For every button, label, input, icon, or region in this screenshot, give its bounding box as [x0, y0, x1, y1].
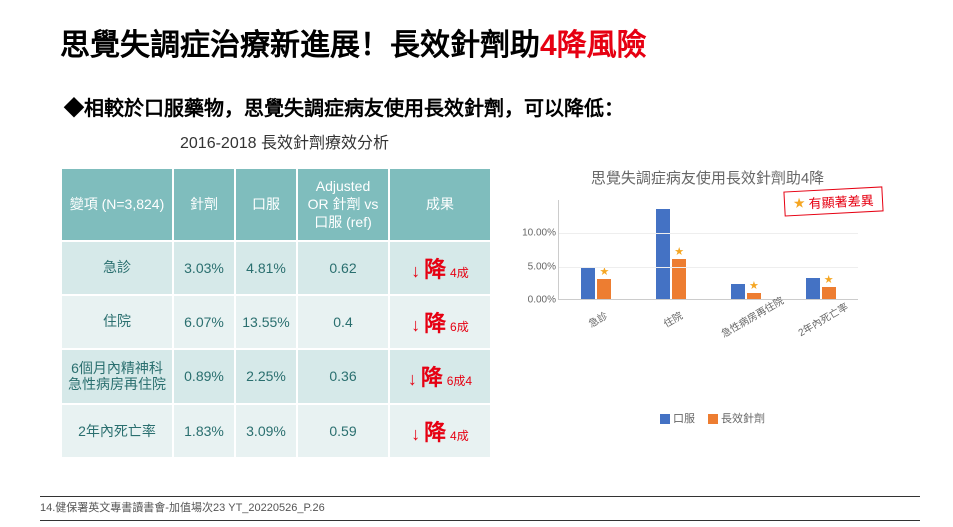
bar-inject: ★: [597, 279, 611, 299]
cell-adjusted: 0.62: [298, 242, 388, 294]
x-tick-label: 2年內死亡率: [792, 297, 851, 340]
legend-oral: 口服: [673, 413, 695, 425]
bar-group: ★: [716, 284, 776, 299]
cell-adjusted: 0.59: [298, 405, 388, 457]
legend-swatch-oral: [660, 414, 670, 424]
cell-result: ↓ 降 6成: [390, 296, 490, 348]
table-row: 2年內死亡率1.83%3.09%0.59↓ 降 4成: [62, 405, 490, 457]
cell-inject: 0.89%: [174, 350, 234, 404]
cell-oral: 2.25%: [236, 350, 296, 404]
chart-title: 思覺失調症病友使用長效針劑助4降: [522, 167, 893, 188]
star-icon: ★: [824, 273, 834, 286]
cell-label: 6個月內精神科急性病房再住院: [62, 350, 172, 404]
table-row: 住院6.07%13.55%0.4↓ 降 6成: [62, 296, 490, 348]
cell-result: ↓ 降 4成: [390, 405, 490, 457]
footer-rule-bottom: [40, 520, 920, 521]
bar-inject: ★: [672, 259, 686, 299]
cell-inject: 3.03%: [174, 242, 234, 294]
y-tick-label: 0.00%: [528, 295, 556, 306]
footer-citation: 14.健保署英文專書讀書會-加值場次23 YT_20220526_P.26: [40, 499, 325, 515]
bar-inject: ★: [822, 287, 836, 299]
legend-inject: 長效針劑: [721, 413, 765, 425]
x-axis-labels: 急診住院急性病房再住院2年內死亡率: [558, 304, 858, 319]
x-tick-label: 住院: [642, 297, 701, 340]
star-icon: ★: [749, 279, 759, 292]
bar-oral: [581, 267, 595, 299]
cell-label: 住院: [62, 296, 172, 348]
x-tick-label: 急性病房再住院: [717, 297, 776, 340]
cell-adjusted: 0.36: [298, 350, 388, 404]
subtitle: ◆相較於口服藥物，思覺失調症病友使用長效針劑，可以降低：: [64, 92, 893, 121]
slide-title: 思覺失調症治療新進展！長效針劑助4降風險: [60, 20, 893, 64]
bar-group: ★: [641, 209, 701, 299]
y-tick-label: 10.00%: [522, 228, 556, 239]
th-result: 成果: [390, 169, 490, 240]
y-tick-label: 5.00%: [528, 261, 556, 272]
cell-label: 急診: [62, 242, 172, 294]
cell-oral: 13.55%: [236, 296, 296, 348]
y-axis-labels: 0.00%5.00%10.00%: [516, 200, 556, 300]
cell-result: ↓ 降 6成4: [390, 350, 490, 404]
analysis-label: 2016-2018 長效針劑療效分析: [180, 129, 893, 153]
bar-oral: [656, 209, 670, 299]
th-inject: 針劑: [174, 169, 234, 240]
bar-oral: [806, 278, 820, 299]
legend-swatch-inject: [708, 414, 718, 424]
title-part-a: 思覺失調症治療新進展！長效針劑助: [60, 29, 540, 62]
cell-result: ↓ 降 4成: [390, 242, 490, 294]
th-variable: 變項 (N=3,824): [62, 169, 172, 240]
x-tick-label: 急診: [567, 297, 626, 340]
cell-label: 2年內死亡率: [62, 405, 172, 457]
cell-inject: 6.07%: [174, 296, 234, 348]
title-part-b: 4降風險: [540, 29, 647, 62]
th-oral: 口服: [236, 169, 296, 240]
significance-badge: ★ 有顯著差異: [784, 186, 884, 216]
star-icon: ★: [793, 194, 806, 212]
data-table: 變項 (N=3,824) 針劑 口服 Adjusted OR 針劑 vs 口服 …: [60, 167, 492, 459]
cell-oral: 3.09%: [236, 405, 296, 457]
bar-group: ★: [791, 278, 851, 299]
footer-rule-top: [40, 496, 920, 497]
cell-adjusted: 0.4: [298, 296, 388, 348]
th-adjusted: Adjusted OR 針劑 vs 口服 (ref): [298, 169, 388, 240]
table-row: 急診3.03%4.81%0.62↓ 降 4成: [62, 242, 490, 294]
bar-oral: [731, 284, 745, 299]
cell-oral: 4.81%: [236, 242, 296, 294]
table-row: 6個月內精神科急性病房再住院0.89%2.25%0.36↓ 降 6成4: [62, 350, 490, 404]
cell-inject: 1.83%: [174, 405, 234, 457]
bar-group: ★: [566, 267, 626, 299]
chart-legend: 口服 長效針劑: [522, 410, 893, 426]
bar-chart: 思覺失調症病友使用長效針劑助4降 ★ 有顯著差異 0.00% 5.00% 10.00…: [522, 167, 893, 459]
badge-text: 有顯著差異: [809, 190, 875, 212]
bar-inject: ★: [747, 293, 761, 299]
star-icon: ★: [674, 245, 684, 258]
